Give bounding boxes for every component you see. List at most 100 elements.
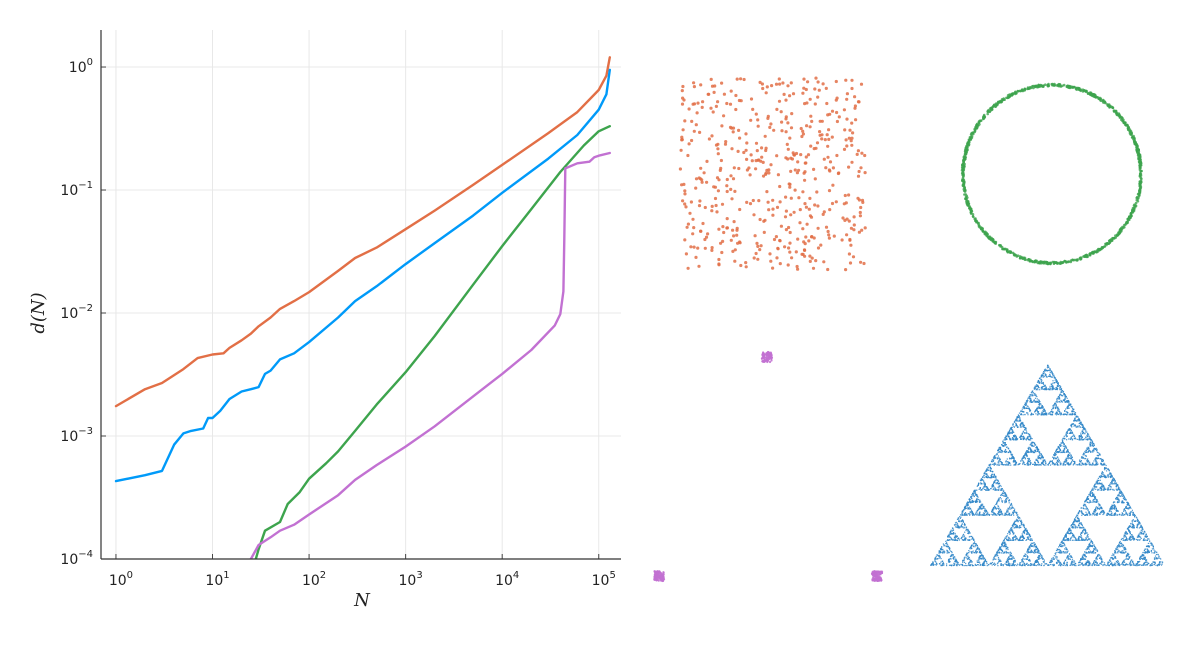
square-point [813,102,817,106]
sierpinski-point [935,557,937,559]
sierpinski-point [1020,520,1023,522]
sierpinski-point [1122,545,1125,547]
x-tick-label: 104 [495,570,519,589]
square-point [764,148,768,153]
sierpinski-point [956,526,958,528]
square-point [851,255,856,259]
sierpinski-point [1085,499,1087,501]
cluster-point [770,359,773,362]
sierpinski-point [1044,385,1046,387]
sierpinski-point [1070,414,1072,416]
circle-point [963,162,966,166]
sierpinski-point [1046,370,1048,372]
sierpinski-point [1008,562,1010,564]
sierpinski-point [1105,464,1107,467]
square-point [790,112,794,116]
sierpinski-point [1089,542,1091,544]
square-point [681,199,685,203]
square-point [816,80,820,84]
sierpinski-point [978,561,980,563]
sierpinski-point [1073,534,1075,536]
sierpinski-point [1024,455,1026,457]
sierpinski-point [1113,504,1116,506]
sierpinski-point [1062,395,1064,397]
circle-point [1054,261,1057,265]
sierpinski-point [963,522,966,524]
sierpinski-point [987,469,989,471]
circle-point [1101,100,1105,103]
square-point [813,177,817,181]
sierpinski-point [1009,439,1011,441]
square-point [697,176,701,180]
sierpinski-point [967,513,969,515]
square-point [845,92,850,96]
cluster-point [768,352,771,355]
square-point [752,256,756,260]
cluster-point [655,579,658,582]
square-point [775,205,780,209]
square-point [713,196,718,201]
square-point [786,157,790,161]
sierpinski-point [1007,461,1009,463]
series-layer [114,56,611,559]
sierpinski-point [1037,556,1039,558]
sierpinski-point [1059,389,1061,391]
sierpinski-point [1040,380,1043,383]
sierpinski-point [1002,490,1004,492]
square-point [808,254,812,258]
sierpinski-point [986,514,988,516]
sierpinski-point [1136,517,1138,519]
sierpinski-point [980,552,983,554]
square-point [809,114,813,118]
sierpinski-point [1083,527,1085,529]
sierpinski-point [1079,564,1081,566]
sierpinski-point [1128,525,1131,527]
sierpinski-point [1029,535,1032,537]
sierpinski-point [1086,539,1088,541]
circle-point [1041,261,1045,264]
sierpinski-point [1011,438,1013,440]
square-point [810,119,814,123]
sierpinski-point [1017,514,1019,516]
sierpinski-point [1038,464,1040,466]
square-point [744,261,748,265]
circle-point [1037,261,1041,265]
sierpinski-point [1085,561,1087,563]
sierpinski-point [1133,539,1135,541]
sierpinski-point [1004,514,1006,516]
sierpinski-point [1007,560,1009,562]
sierpinski-point [935,555,937,557]
sierpinski-point [1039,401,1041,403]
square-point [859,260,863,264]
sierpinski-point [974,541,976,543]
sierpinski-point [1058,546,1060,548]
sierpinski-point [1040,554,1042,556]
sierpinski-point [1037,411,1039,413]
sierpinski-point [1022,463,1024,465]
sierpinski-point [1119,564,1121,566]
square-point [780,129,784,133]
square-point [849,226,854,230]
sierpinski-point [1013,527,1015,529]
square-point [844,78,848,82]
sierpinski-point [1006,509,1008,511]
sierpinski-point [1146,561,1148,563]
square-point [822,157,826,161]
sierpinski-point [968,531,970,533]
square-point [826,267,830,272]
sierpinski-point [1036,396,1038,398]
sierpinski-point [1023,426,1025,428]
sierpinski-point [968,513,970,515]
sierpinski-point [1081,436,1083,438]
sierpinski-point [1128,562,1131,564]
square-point [758,80,762,84]
square-point [744,132,748,136]
sierpinski-point [1075,416,1077,418]
sierpinski-point [961,523,963,525]
sierpinski-point [1078,511,1080,513]
square-point [766,200,770,204]
square-point [775,107,779,111]
sierpinski-point [1127,504,1130,506]
sierpinski-point [1080,434,1082,436]
sierpinski-point [1135,538,1137,541]
